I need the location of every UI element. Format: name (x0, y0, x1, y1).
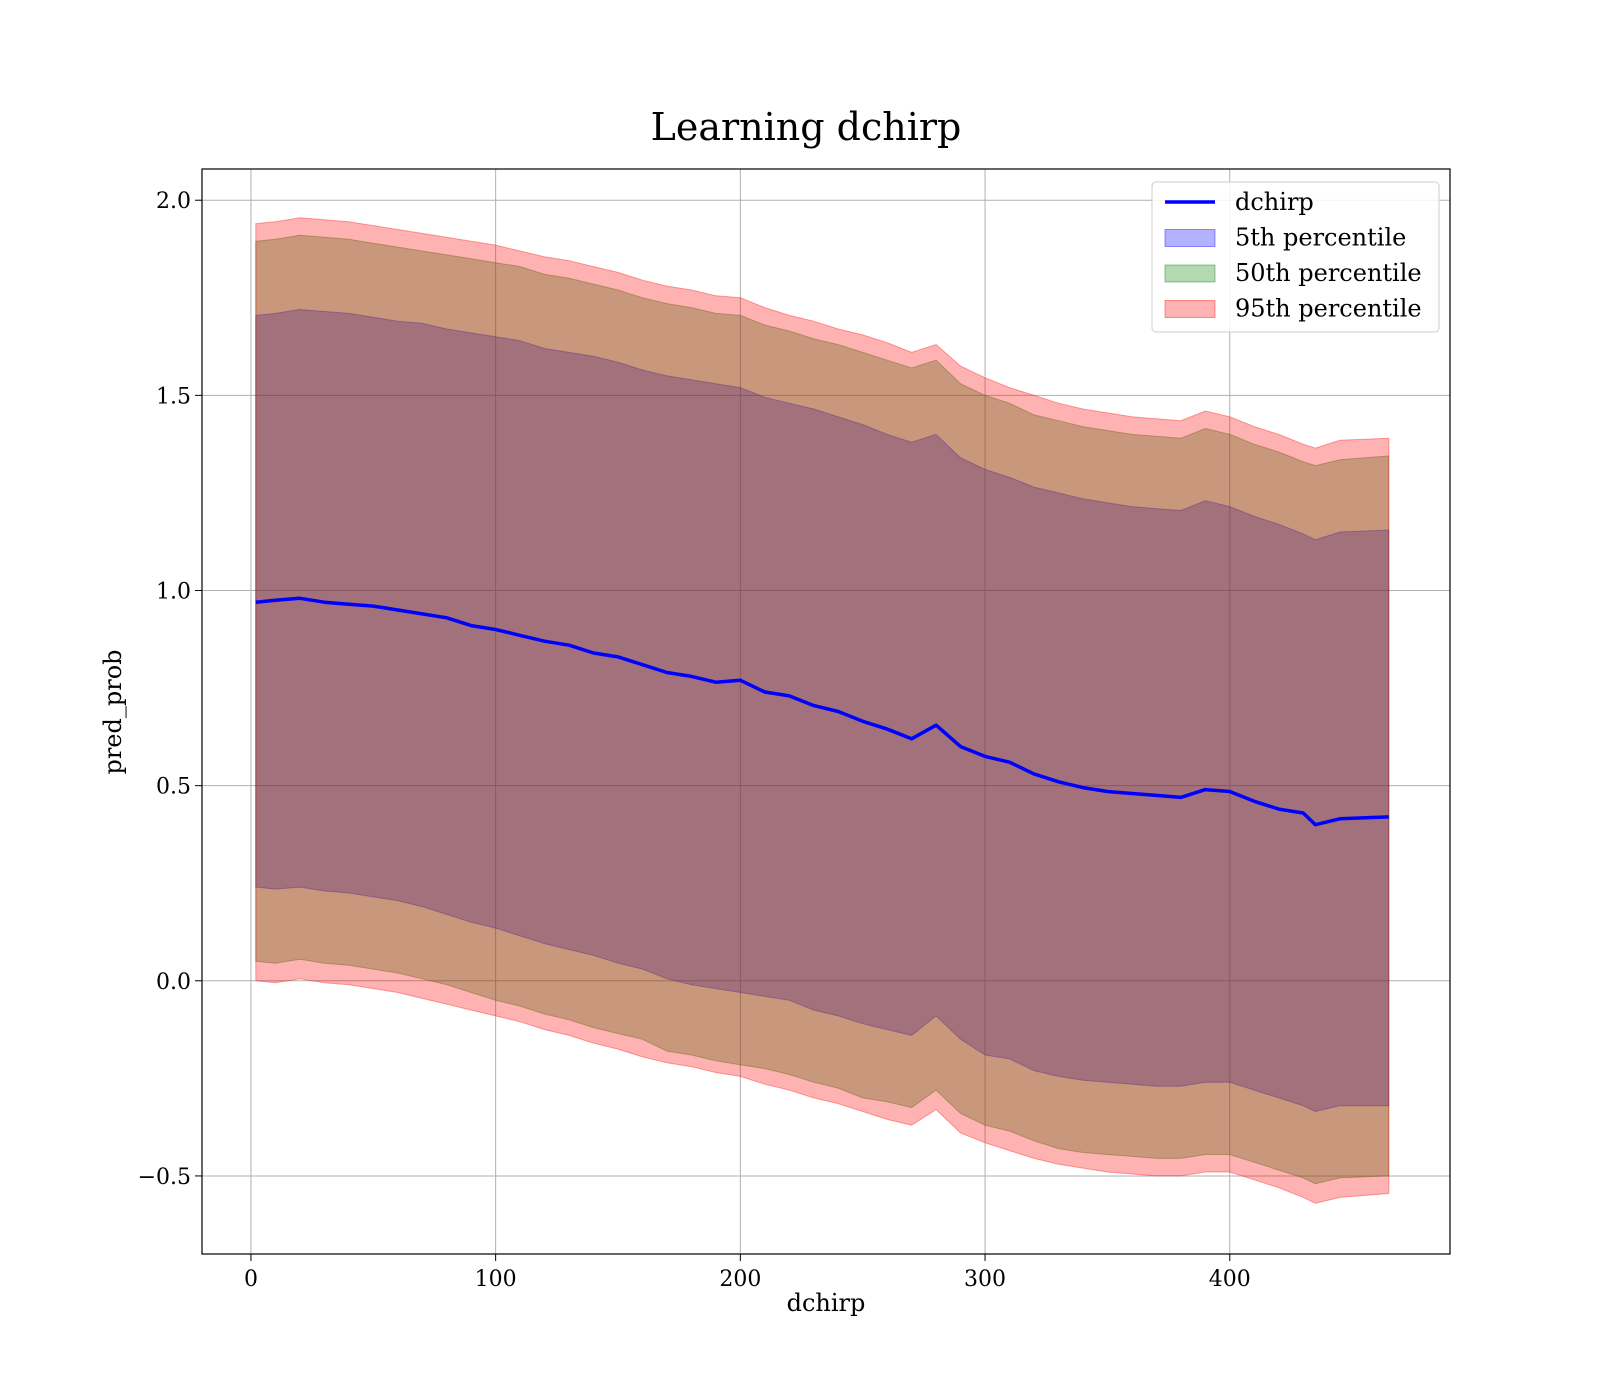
x-tick-label: 400 (1209, 1267, 1251, 1292)
x-axis-ticks: 0 100 200 300 400 (244, 1254, 1251, 1292)
y-tick-label: 1.5 (156, 384, 191, 409)
chart-title: Learning dchirp (651, 105, 962, 149)
y-tick-label: −0.5 (138, 1165, 191, 1190)
legend: dchirp 5th percentile 50th percentile 95th … (1151, 181, 1440, 333)
y-tick-label: 1.0 (156, 580, 191, 605)
legend-label: dchirp (1235, 188, 1314, 216)
y-axis-ticks: −0.5 0.0 0.5 1.0 1.5 2.0 (138, 189, 202, 1190)
plot-frame (201, 168, 1451, 1255)
y-axis-label: pred_prob (99, 649, 127, 774)
legend-swatch (1164, 264, 1216, 283)
legend-box (1151, 181, 1440, 333)
x-axis-label: dchirp (787, 1289, 866, 1317)
legend-label: 5th percentile (1235, 224, 1406, 252)
y-tick-label: 2.0 (156, 189, 191, 214)
y-tick-label: 0.5 (156, 775, 191, 800)
legend-label: 95th percentile (1235, 295, 1422, 323)
series-line-0 (255, 596, 1389, 827)
legend-swatch (1164, 300, 1216, 318)
band-3 (255, 217, 1390, 1204)
percentile-bands (255, 217, 1390, 1204)
x-tick-label: 100 (475, 1267, 517, 1292)
x-tick-label: 300 (964, 1267, 1006, 1292)
legend-swatch (1164, 229, 1216, 247)
x-tick-label: 200 (719, 1267, 761, 1292)
band-1 (255, 308, 1390, 1113)
y-tick-label: 0.0 (156, 970, 191, 995)
series-lines (255, 596, 1389, 827)
legend-label: 50th percentile (1235, 259, 1422, 287)
band-2 (255, 234, 1390, 1185)
x-tick-label: 0 (244, 1267, 258, 1292)
